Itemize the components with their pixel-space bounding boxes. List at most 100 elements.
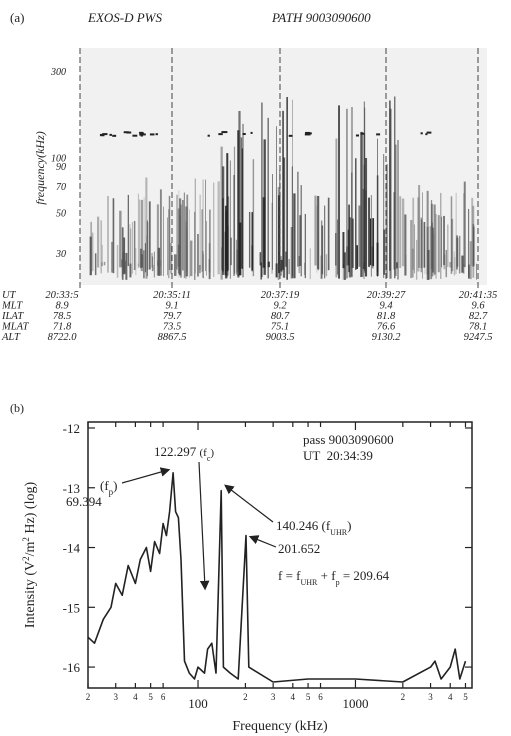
annotations: (fp) 69.394 122.297 (fc) pass 9003090600…	[66, 432, 394, 587]
spectrogram-texture	[221, 131, 228, 134]
y-tick-label: 90	[56, 162, 66, 173]
spectrogram-texture	[304, 133, 311, 136]
table-cell: 9130.2	[372, 332, 402, 343]
spectrogram-texture	[218, 133, 223, 136]
arrow	[248, 535, 277, 548]
y-tick-label: -14	[63, 541, 81, 556]
spectrogram-texture	[425, 133, 428, 136]
panel-label: (b)	[10, 401, 24, 415]
x-tick-label: 6	[318, 692, 323, 702]
spectrogram-texture	[139, 131, 144, 134]
spectrogram-texture	[139, 133, 143, 136]
x-tick-label: 3	[428, 692, 433, 702]
annotation: UT 20:34:39	[303, 448, 373, 463]
ephemeris-table: UT 20:33:5 20:35:11 20:37:19 20:39:27 20:41:3…	[1, 290, 497, 343]
row-label: ILAT	[1, 311, 24, 322]
spectrogram-texture	[305, 131, 311, 134]
table-cell: 79.7	[163, 311, 182, 322]
plot: -12-13-14-15-162 3 4 5 6 100 2 3 4 5 6 1000 2 3 4 5	[63, 421, 472, 711]
y-tick-label: -15	[63, 600, 80, 615]
table-cell: 76.6	[377, 322, 396, 333]
annotation: 69.394	[66, 494, 102, 509]
table-cell: 20:41:35	[459, 290, 498, 301]
annotation: (fp)	[100, 478, 118, 497]
table-cell: 82.7	[469, 311, 488, 322]
y-tick-label: 50	[56, 209, 66, 220]
spectrogram-texture	[355, 134, 360, 137]
x-tick-label: 3	[113, 692, 118, 702]
arrows	[121, 461, 277, 591]
x-tick-label: 4	[448, 692, 453, 702]
panel-label: (a)	[10, 10, 24, 25]
row-label: UT	[2, 290, 17, 301]
spectrogram-texture	[360, 132, 365, 135]
spectrogram	[79, 48, 479, 288]
x-tick-label: 6	[161, 692, 166, 702]
spectrogram-texture	[250, 131, 253, 134]
spectrogram-texture	[207, 134, 210, 137]
spectrogram-texture	[123, 131, 129, 134]
plot-frame	[87, 421, 473, 689]
annotation: 122.297 (fc)	[154, 444, 214, 463]
row-label: ALT	[1, 332, 21, 343]
x-axis-label: Frequency (kHz)	[232, 719, 328, 734]
spectrogram-texture	[149, 133, 155, 136]
x-tick-label: 5	[148, 692, 153, 702]
x-tick-label: 100	[188, 696, 208, 711]
table-cell: 73.5	[163, 322, 181, 333]
table-cell: 71.8	[53, 322, 72, 333]
spectrogram-texture	[155, 133, 158, 136]
data-line	[87, 472, 467, 683]
y-tick-label: -16	[63, 660, 81, 675]
y-tick-label: 30	[55, 249, 66, 260]
table-cell: 75.1	[271, 322, 289, 333]
annotation: 140.246 (fUHR)	[276, 518, 351, 537]
table-cell: 20:39:27	[367, 290, 406, 301]
y-axis-label: frequency(kHz)	[33, 131, 47, 205]
x-tick-label: 2	[86, 692, 91, 702]
table-cell: 9003.5	[266, 332, 295, 343]
annotation: f = fUHR + fp = 209.64	[278, 568, 390, 587]
table-cell: 78.5	[53, 311, 71, 322]
table-cell: 20:33:5	[45, 290, 78, 301]
chart-title: EXOS-D PWS	[87, 10, 163, 25]
spectrogram-texture	[242, 133, 246, 136]
table-cell: 8722.0	[48, 332, 78, 343]
table-cell: 20:37:19	[261, 290, 300, 301]
table-cell: 81.8	[377, 311, 396, 322]
x-tick-label: 1000	[342, 696, 368, 711]
spectrogram-texture	[426, 131, 432, 134]
spectrogram-texture	[112, 134, 117, 137]
x-tick-label: 5	[463, 692, 468, 702]
table-cell: 80.7	[271, 311, 290, 322]
arrow	[224, 484, 274, 523]
annotation: 201.652	[278, 541, 320, 556]
spectrogram-texture	[141, 133, 146, 136]
spectrogram-texture	[126, 131, 132, 134]
arrow	[198, 461, 210, 591]
annotation: pass 9003090600	[303, 432, 394, 447]
spectrogram-texture	[132, 134, 138, 137]
y-tick-label: 70	[56, 182, 66, 193]
chart-subtitle: PATH 9003090600	[271, 10, 371, 25]
row-label: MLAT	[1, 322, 30, 333]
spectrogram-texture	[102, 133, 108, 136]
x-tick-label: 2	[401, 692, 406, 702]
table-cell: 9.1	[165, 301, 178, 312]
table-cell: 9.2	[273, 301, 287, 312]
spectrogram-texture	[99, 133, 103, 136]
x-tick-label: 4	[133, 692, 138, 702]
spectrogram-texture	[420, 132, 423, 135]
arrow	[121, 467, 171, 484]
spectrogram-texture	[288, 134, 293, 137]
x-tick-label: 2	[243, 692, 248, 702]
table-cell: 20:35:11	[153, 290, 191, 301]
spectrogram-texture	[376, 133, 381, 136]
table-cell: 9.4	[379, 301, 393, 312]
table-cell: 8.9	[55, 301, 69, 312]
y-tick-label: 100	[51, 154, 66, 165]
table-cell: 8867.5	[158, 332, 187, 343]
spectrogram-texture	[109, 133, 112, 136]
spectrogram-texture	[309, 132, 312, 135]
